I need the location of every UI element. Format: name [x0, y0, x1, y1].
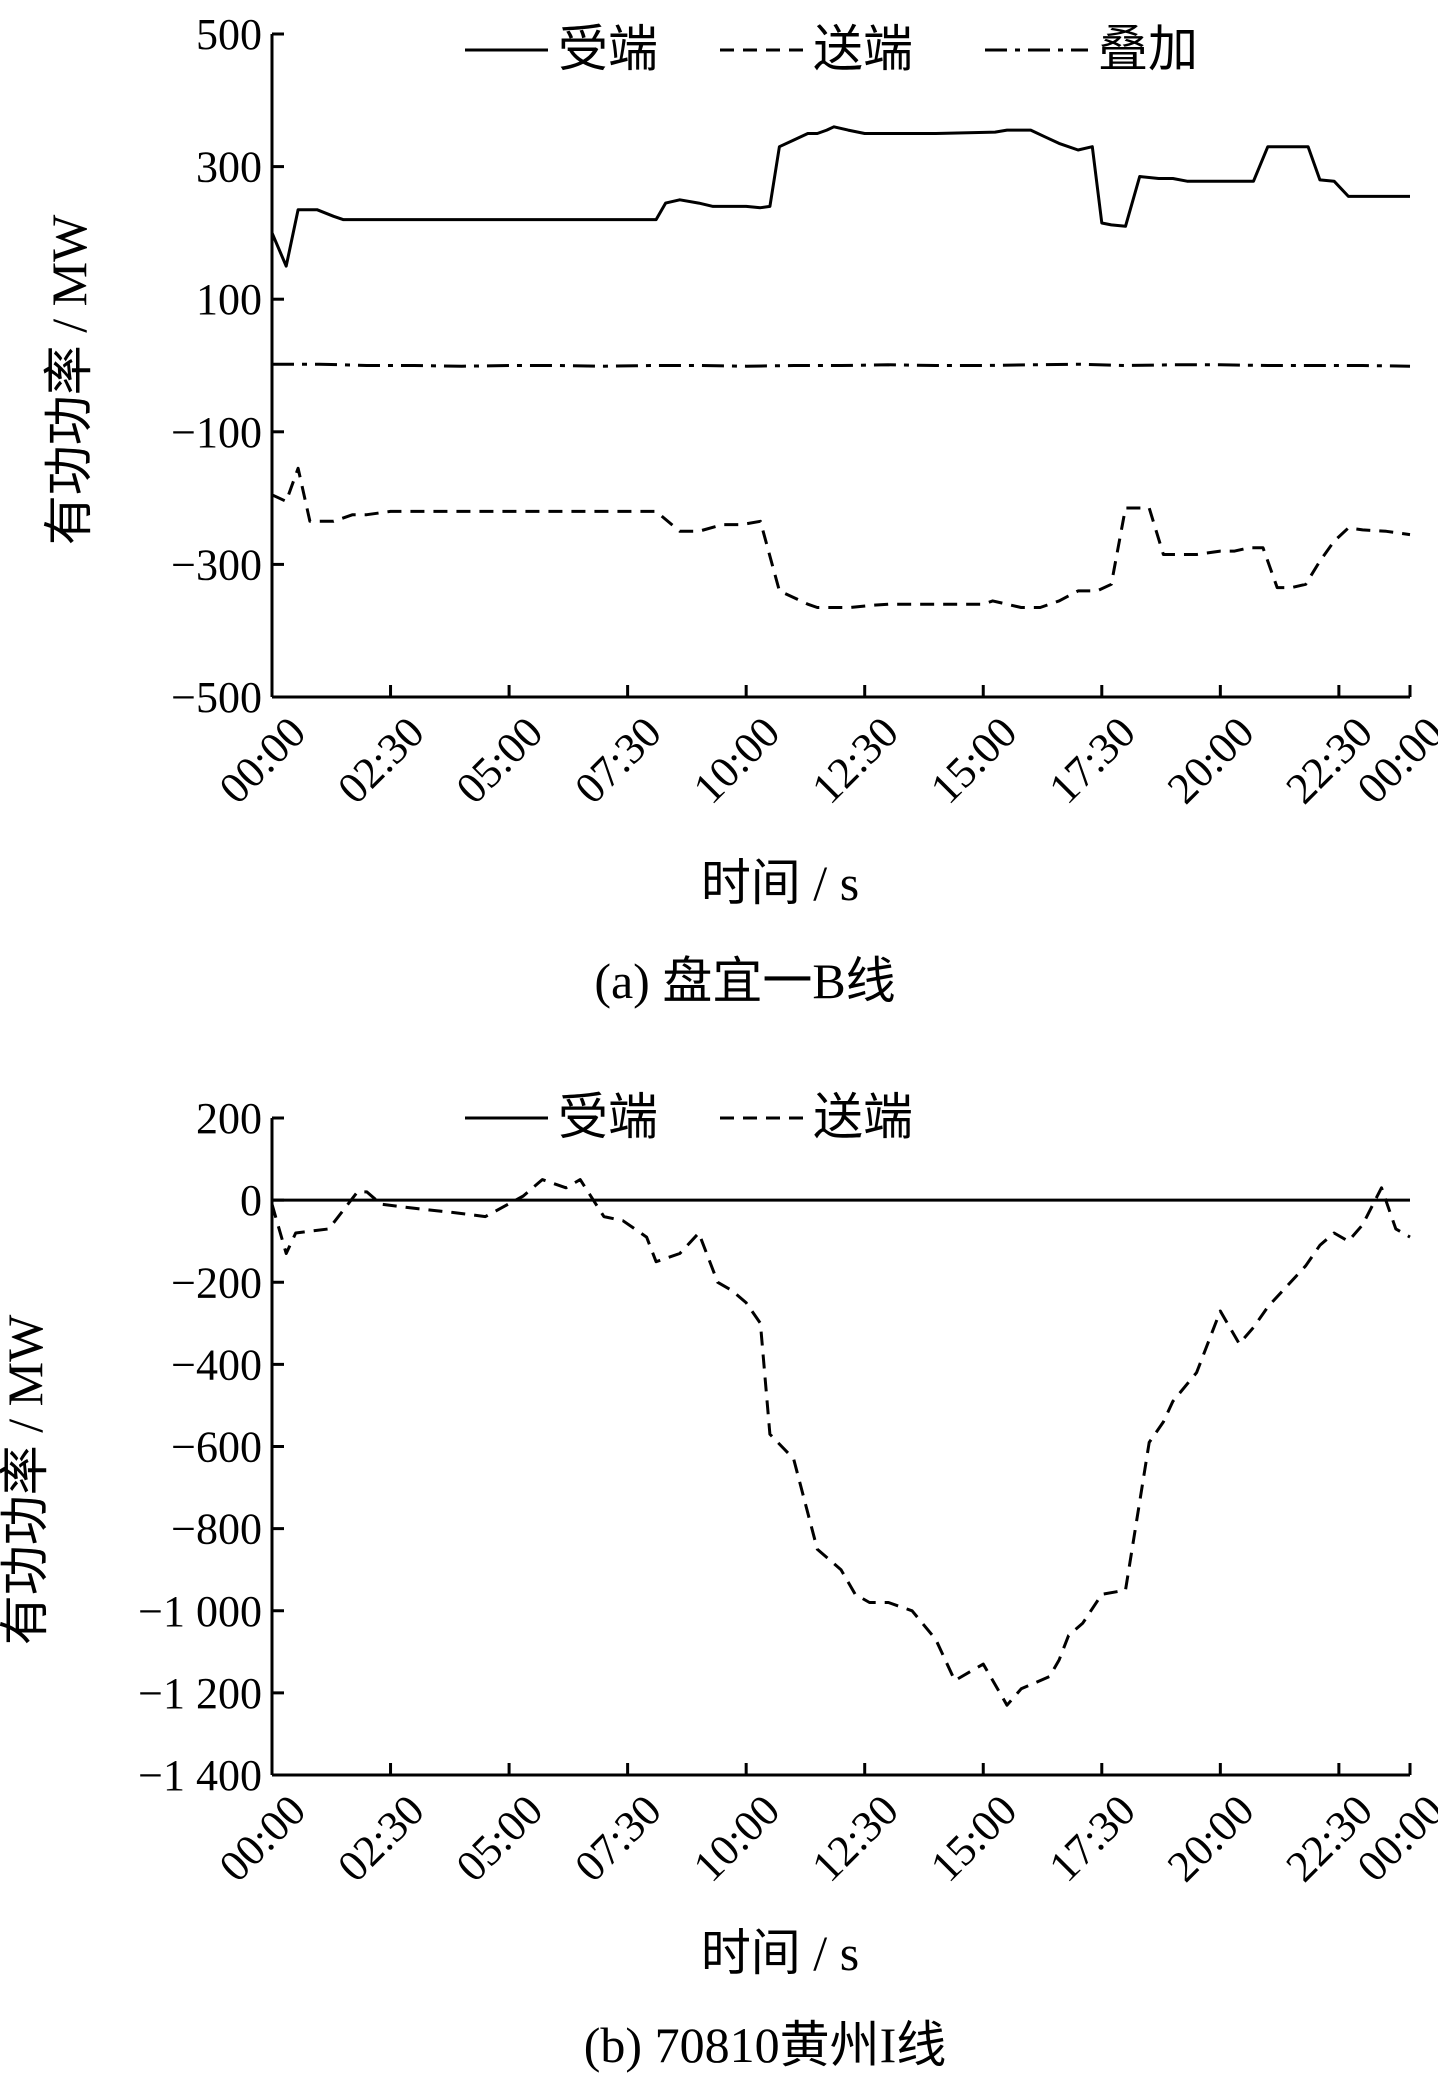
- x-tick-label-a-1: 02:30: [328, 707, 434, 813]
- legend-b-label-0: 受端: [558, 1089, 658, 1145]
- y-tick-label-a-3: −100: [171, 408, 262, 457]
- x-tick-label-a-5: 12:30: [802, 707, 908, 813]
- y-tick-label-b-0: 200: [196, 1094, 262, 1143]
- legend-a-label-0: 受端: [558, 21, 658, 77]
- series-group-a: [270, 125, 1411, 609]
- x-tick-label-a-3: 07:30: [565, 707, 671, 813]
- y-tick-label-a-0: 500: [196, 10, 262, 59]
- x-tick-label-b-6: 15:00: [921, 1785, 1027, 1891]
- series-line-a-0: [270, 125, 1410, 268]
- x-tick-label-b-1: 02:30: [328, 1785, 434, 1891]
- chart-panel-b: 受端 送端 200 0 −200 −400 −600 −800 −1 000 −1 200 −1…: [0, 1089, 1438, 2073]
- legend-b-label-1: 送端: [813, 1089, 913, 1145]
- y-tick-label-b-5: −800: [171, 1505, 262, 1554]
- x-tick-label-a-6: 15:00: [921, 707, 1027, 813]
- x-tick-label-a-2: 05:00: [447, 707, 553, 813]
- y-tick-label-a-5: −500: [171, 673, 262, 722]
- legend-b: 受端 送端: [465, 1089, 913, 1145]
- legend-a: 受端 送端 叠加: [465, 21, 1198, 77]
- y-tick-label-a-2: 100: [196, 275, 262, 324]
- y-tick-label-a-4: −300: [171, 540, 262, 589]
- x-axis-label-a: 时间 / s: [701, 855, 859, 911]
- x-tick-label-a-0: 00:00: [210, 707, 316, 813]
- series-line-a-1: [271, 466, 1411, 609]
- ticks-b: 200 0 −200 −400 −600 −800 −1 000 −1 200 −1 40000…: [138, 1094, 1438, 1891]
- series-group-b: [270, 1178, 1411, 1707]
- x-tick-label-b-0: 00:00: [210, 1785, 316, 1891]
- y-tick-label-b-6: −1 000: [138, 1587, 262, 1636]
- series-line-b-1: [270, 1178, 1411, 1707]
- caption-b: (b) 70810黄州I线: [584, 2017, 946, 2073]
- x-tick-label-b-7: 17:30: [1039, 1785, 1145, 1891]
- y-tick-label-b-2: −200: [171, 1258, 262, 1307]
- y-tick-label-b-8: −1 400: [138, 1751, 262, 1800]
- y-axis-label-b: 有功功率 / MW: [0, 1314, 53, 1645]
- series-line-a-2: [272, 362, 1411, 368]
- x-tick-label-b-3: 07:30: [565, 1785, 671, 1891]
- y-tick-label-b-4: −600: [171, 1423, 262, 1472]
- x-tick-label-a-8: 20:00: [1158, 707, 1264, 813]
- x-tick-label-b-4: 10:00: [684, 1785, 790, 1891]
- legend-a-label-2: 叠加: [1098, 21, 1198, 77]
- x-tick-label-a-4: 10:00: [684, 707, 790, 813]
- x-tick-label-b-8: 20:00: [1158, 1785, 1264, 1891]
- caption-a: (a) 盘宜一B线: [594, 953, 895, 1009]
- y-tick-label-b-3: −400: [171, 1340, 262, 1389]
- y-tick-label-a-1: 300: [196, 143, 262, 192]
- y-tick-label-b-1: 0: [240, 1176, 262, 1225]
- legend-a-label-1: 送端: [813, 21, 913, 77]
- x-tick-label-b-2: 05:00: [447, 1785, 553, 1891]
- y-axis-label-a: 有功功率 / MW: [41, 214, 97, 545]
- x-tick-label-b-5: 12:30: [802, 1785, 908, 1891]
- y-tick-label-b-7: −1 200: [138, 1669, 262, 1718]
- axes-b: [270, 1118, 1410, 1777]
- x-axis-label-b: 时间 / s: [701, 1925, 859, 1981]
- x-tick-label-a-7: 17:30: [1039, 707, 1145, 813]
